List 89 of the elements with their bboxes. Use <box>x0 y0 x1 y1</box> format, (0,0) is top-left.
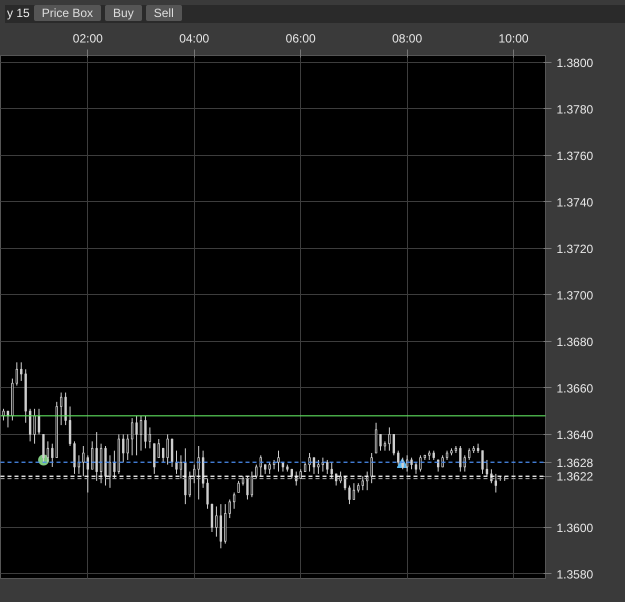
text: Sell <box>146 5 182 21</box>
candlestick <box>255 464 258 480</box>
candlestick <box>384 440 386 452</box>
candlestick <box>264 464 266 474</box>
text: Buy <box>105 5 142 21</box>
y-tick-label: 1.3700 <box>556 288 594 302</box>
y-tick-label: 1.3600 <box>556 520 594 535</box>
candlestick <box>326 459 328 474</box>
candlestick <box>95 432 98 482</box>
candlestick <box>237 480 240 493</box>
candlestick <box>20 362 22 382</box>
candlestick <box>82 446 85 477</box>
candlestick <box>122 434 124 463</box>
candlestick <box>188 471 191 498</box>
candlestick <box>268 462 271 474</box>
candlestick <box>304 462 306 472</box>
candlestick <box>126 434 129 460</box>
candlestick <box>401 457 404 470</box>
text: Price Box <box>34 5 102 21</box>
candlestick <box>299 468 302 480</box>
candlestick <box>162 448 164 463</box>
text: y 15 <box>6 5 30 22</box>
candlestick <box>374 422 378 454</box>
candlestick <box>419 454 422 472</box>
candlestick <box>144 415 147 449</box>
candlestick <box>153 443 156 474</box>
candlestick <box>228 498 231 519</box>
candlestick <box>317 459 320 474</box>
y-tick-label: 1.3580 <box>556 567 594 582</box>
y-tick-label: 1.3780 <box>556 102 594 116</box>
candlestick <box>64 392 67 426</box>
y-tick-label: 1.3800 <box>556 56 594 70</box>
candlestick <box>464 454 466 472</box>
candlestick <box>215 506 218 538</box>
x-tick-label: 10:00 <box>498 32 529 46</box>
candlestick <box>370 452 373 484</box>
candlestick <box>290 468 293 480</box>
candlestick <box>410 457 413 470</box>
candlestick <box>100 443 102 484</box>
candlestick <box>260 454 262 477</box>
y-tick-label: 1.3660 <box>556 381 594 396</box>
x-tick-label: 04:00 <box>179 32 210 46</box>
x-tick-label: 06:00 <box>286 32 316 46</box>
candlestick <box>113 450 116 480</box>
ref-line-label: 1.3622 <box>556 470 594 484</box>
candlestick <box>357 482 360 493</box>
candlestick <box>476 443 480 454</box>
candlestick <box>158 438 160 458</box>
y-tick-label: 1.3720 <box>556 242 594 256</box>
candlestick <box>494 473 498 493</box>
candlestick <box>406 454 408 472</box>
candlestick <box>42 434 45 463</box>
candlestick <box>468 448 470 460</box>
y-tick-label: 1.3740 <box>556 195 594 210</box>
candlestick <box>51 443 54 468</box>
candlestick <box>352 482 356 500</box>
candlestick <box>46 440 50 463</box>
candlestick <box>362 476 364 491</box>
candlestick <box>130 418 134 456</box>
candlestick <box>197 446 200 500</box>
candlestick <box>148 426 152 449</box>
candlestick <box>339 471 342 484</box>
y-tick-label: 1.3640 <box>556 428 594 442</box>
candlestick <box>28 408 32 442</box>
candlestick <box>16 362 18 386</box>
candlestick <box>193 464 196 484</box>
candlestick <box>33 408 36 444</box>
candlestick <box>330 462 333 480</box>
y-tick-label: 1.3760 <box>556 148 594 163</box>
candlestick <box>166 434 169 466</box>
y-tick-label: 1.3680 <box>556 334 594 349</box>
candlestick <box>428 450 430 460</box>
candlestick <box>392 434 396 456</box>
candlestick <box>432 450 435 460</box>
x-tick-label: 02:00 <box>72 32 104 46</box>
candlestick <box>86 454 89 493</box>
candlestick <box>250 471 254 498</box>
candlestick <box>397 450 400 466</box>
x-tick-label: 08:00 <box>392 32 422 46</box>
candlestick <box>170 438 174 468</box>
candlestick <box>60 392 62 426</box>
candlestick <box>91 440 94 470</box>
ref-line-label: 1.3628 <box>556 456 594 470</box>
candlestick <box>334 473 338 486</box>
candlestick <box>459 446 462 472</box>
candlestick <box>232 492 236 510</box>
candlestick <box>388 426 391 452</box>
candlestick <box>180 454 182 480</box>
candlestick <box>135 415 138 456</box>
